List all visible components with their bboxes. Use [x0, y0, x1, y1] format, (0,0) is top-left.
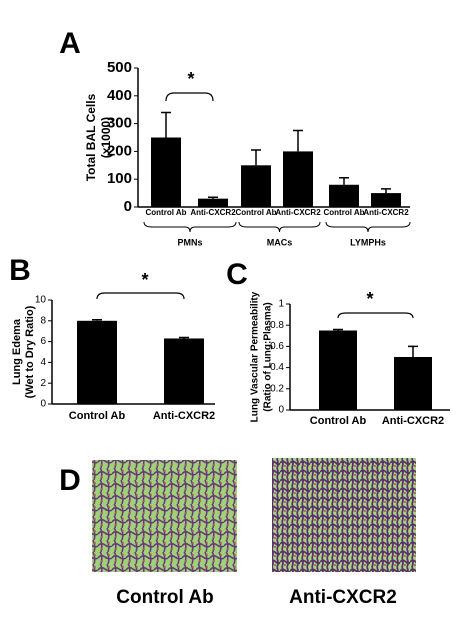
- y-tick-label: 0.4: [270, 362, 284, 373]
- error-bar: [208, 196, 218, 199]
- panel-label: B: [9, 254, 31, 287]
- x-tick-label: Control Ab: [323, 208, 364, 217]
- annotation: *: [187, 69, 194, 89]
- error-bar: [161, 111, 171, 138]
- error-bar: [381, 188, 391, 194]
- error-bar: [339, 177, 349, 185]
- y-tick-label: 10: [35, 295, 47, 306]
- error-bar: [333, 328, 343, 331]
- y-tick-label: 400: [107, 87, 132, 104]
- x-tick-label: Control Ab: [145, 208, 186, 217]
- x-tick-label: Anti-CXCR2: [382, 415, 444, 427]
- y-tick-label: 0: [40, 399, 46, 410]
- bar: [319, 330, 357, 410]
- significance-bracket: [96, 292, 185, 300]
- group-brace: [238, 221, 321, 233]
- group-label: PMNs: [177, 237, 202, 247]
- group-brace: [325, 221, 411, 233]
- bar: [371, 193, 401, 207]
- y-tick-label: 0.6: [270, 341, 284, 352]
- panel-label: D: [59, 464, 81, 497]
- x-tick-label: Anti-CXCR2: [275, 208, 321, 217]
- y-tick-label: 0.2: [270, 383, 284, 394]
- x-tick-label: Anti-CXCR2: [363, 208, 409, 217]
- y-tick-label: 300: [107, 115, 132, 132]
- group-label: MACs: [267, 237, 293, 247]
- error-bar: [179, 336, 189, 339]
- y-axis-label: Total BAL Cells: [84, 93, 98, 181]
- micrograph: [92, 460, 237, 572]
- significance-bracket: [337, 312, 414, 319]
- panel-label: C: [226, 258, 248, 291]
- bar: [164, 338, 204, 404]
- x-tick-label: Control Ab: [69, 410, 126, 422]
- error-bar: [293, 129, 303, 152]
- caption: Anti-CXCR2: [289, 587, 397, 608]
- y-tick-label: 0: [278, 405, 284, 416]
- error-bar: [251, 149, 261, 166]
- group-label: LYMPHs: [350, 237, 386, 247]
- y-axis-label: Lung Edema: [11, 318, 23, 385]
- annotation: *: [141, 270, 148, 290]
- y-tick-label: 0.8: [270, 320, 284, 331]
- bar: [241, 165, 271, 207]
- error-bar: [408, 345, 418, 357]
- y-tick-label: 2: [40, 378, 46, 389]
- y-tick-label: 200: [107, 142, 132, 159]
- y-tick-label: 100: [107, 170, 132, 187]
- y-tick-label: 4: [40, 357, 46, 368]
- significance-bracket: [165, 92, 214, 102]
- bar: [198, 198, 228, 207]
- bar: [151, 137, 181, 207]
- bar: [283, 151, 313, 207]
- panel-label: A: [59, 27, 81, 60]
- y-tick-label: 500: [107, 59, 132, 76]
- x-tick-label: Anti-CXCR2: [153, 410, 215, 422]
- caption: Control Ab: [116, 587, 213, 608]
- x-tick-label: Control Ab: [235, 208, 276, 217]
- x-tick-label: Anti-CXCR2: [190, 208, 236, 217]
- error-bar: [92, 319, 102, 321]
- y-axis-label: (x1000): [99, 117, 113, 158]
- y-tick-label: 8: [40, 315, 46, 326]
- bar: [77, 320, 117, 404]
- y-axis-label: Lung Vascular Permeability: [250, 291, 261, 422]
- x-tick-label: Control Ab: [310, 415, 367, 427]
- bar: [394, 357, 432, 410]
- annotation: *: [366, 289, 373, 309]
- group-brace: [143, 221, 237, 233]
- bar: [329, 184, 359, 207]
- y-tick-label: 1: [278, 299, 284, 310]
- y-axis-label: (Ratio of Lung:Plasma): [263, 302, 274, 411]
- y-tick-label: 0: [124, 198, 132, 215]
- micrograph: [272, 458, 416, 572]
- y-axis-label: (Wet to Dry Ratio): [24, 305, 36, 398]
- y-tick-label: 6: [40, 336, 46, 347]
